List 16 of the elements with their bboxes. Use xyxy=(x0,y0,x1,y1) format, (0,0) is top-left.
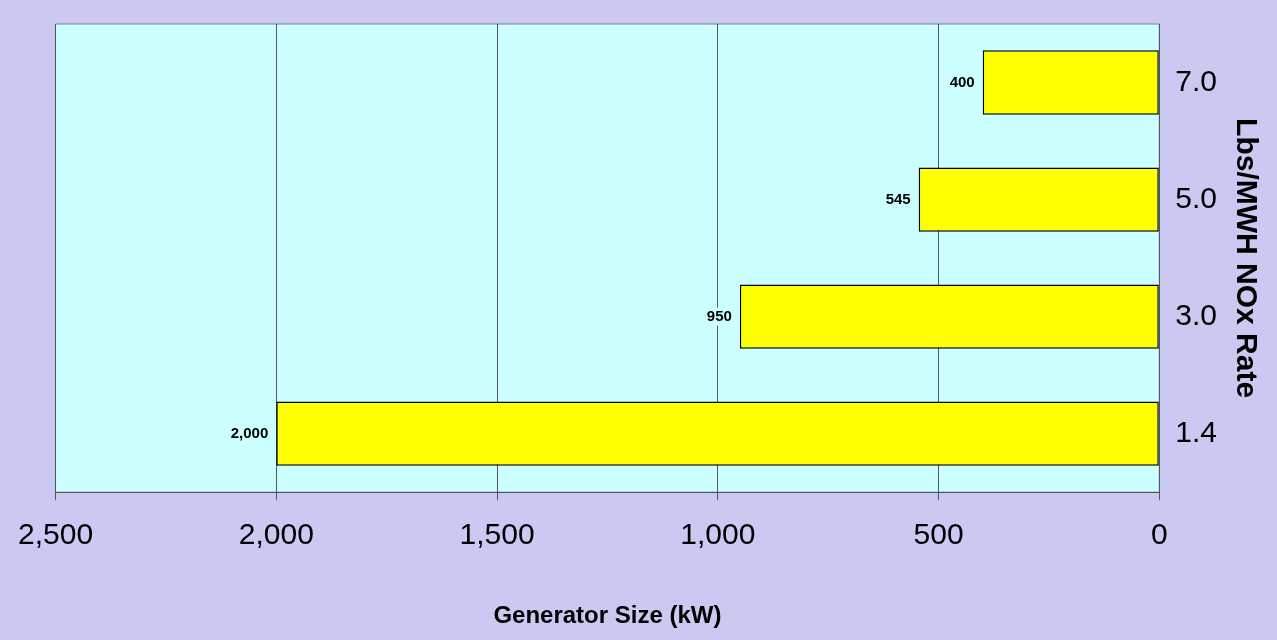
data-label: 950 xyxy=(706,306,732,324)
y-axis-title: Lbs/MWH NOx Rate xyxy=(1230,118,1264,399)
x-tick-label: 0 xyxy=(1150,517,1168,551)
data-label: 400 xyxy=(949,72,975,90)
y-tick-label: 5.0 xyxy=(1175,180,1218,214)
x-tick-label: 2,500 xyxy=(18,517,94,551)
x-tick-label: 2,000 xyxy=(238,517,314,551)
x-tick-label: 1,500 xyxy=(459,517,535,551)
x-tick-label: 500 xyxy=(913,517,964,551)
x-axis-title: Generator Size (kW) xyxy=(493,601,722,629)
y-tick-label: 7.0 xyxy=(1175,63,1218,97)
y-tick-label: 1.4 xyxy=(1175,414,1218,448)
data-label: 545 xyxy=(885,189,911,207)
x-tick-label: 1,000 xyxy=(680,517,756,551)
y-tick-label: 3.0 xyxy=(1175,297,1218,331)
data-label: 2,000 xyxy=(230,423,269,441)
